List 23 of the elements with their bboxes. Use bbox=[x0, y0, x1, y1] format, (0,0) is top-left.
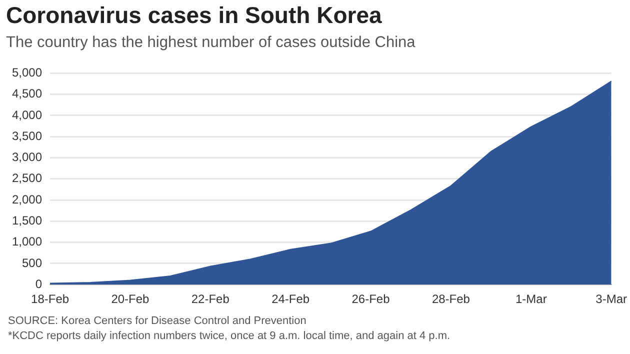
x-tick-label: 24-Feb bbox=[272, 292, 310, 306]
x-tick-label: 28-Feb bbox=[432, 292, 470, 306]
y-tick-label: 5,000 bbox=[12, 66, 42, 80]
x-tick-label: 18-Feb bbox=[31, 292, 70, 306]
y-tick-label: 500 bbox=[22, 256, 42, 270]
y-tick-label: 0 bbox=[35, 276, 42, 291]
y-tick-label: 1,500 bbox=[12, 213, 42, 228]
y-tick-label: 4,500 bbox=[12, 86, 42, 101]
x-tick-label: 1-Mar bbox=[515, 292, 547, 306]
source-note: SOURCE: Korea Centers for Disease Control and Prevention bbox=[8, 314, 308, 329]
y-tick-label: 2,000 bbox=[12, 192, 42, 206]
y-tick-label: 4,000 bbox=[12, 108, 42, 122]
x-tick-label: 26-Feb bbox=[352, 292, 390, 306]
y-tick-label: 2,500 bbox=[12, 171, 42, 186]
chart-title: Coronavirus cases in South Korea bbox=[6, 2, 382, 29]
x-tick-label: 22-Feb bbox=[191, 292, 230, 306]
y-tick-label: 3,000 bbox=[12, 150, 42, 164]
x-tick-label: 3-Mar bbox=[596, 292, 628, 306]
y-tick-label: 3,500 bbox=[12, 128, 42, 143]
x-tick-label: 20-Feb bbox=[111, 292, 150, 306]
text: *KCDC reports daily infection numbers twice, once at 9 a.m. local time, and again at 4 p.m. bbox=[8, 329, 450, 344]
y-tick-label: 1,000 bbox=[12, 234, 42, 249]
chart-subtitle: The country has the highest number of cases outside China bbox=[6, 34, 416, 52]
